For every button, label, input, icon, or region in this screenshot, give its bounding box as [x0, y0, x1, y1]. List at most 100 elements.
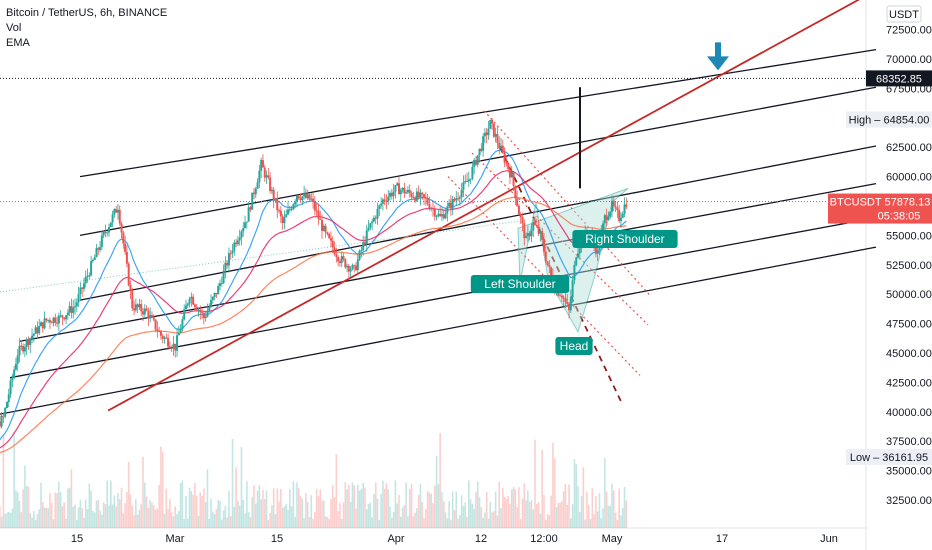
candle-body[interactable]	[401, 187, 404, 191]
candle-body[interactable]	[399, 190, 402, 195]
candle-body[interactable]	[217, 285, 220, 295]
candle-body[interactable]	[290, 208, 293, 210]
candle-body[interactable]	[328, 233, 331, 239]
candle-body[interactable]	[174, 343, 177, 351]
candle-body[interactable]	[607, 216, 610, 220]
candle-body[interactable]	[304, 193, 307, 198]
candle-body[interactable]	[356, 259, 359, 271]
candle-body[interactable]	[560, 296, 563, 298]
candle-body[interactable]	[108, 227, 111, 233]
candle-body[interactable]	[9, 380, 12, 395]
candle-body[interactable]	[270, 189, 273, 192]
candle-body[interactable]	[347, 265, 350, 272]
candle-body[interactable]	[0, 421, 1, 427]
candle-body[interactable]	[45, 318, 48, 321]
candle-body[interactable]	[77, 294, 80, 303]
candle-body[interactable]	[390, 192, 393, 197]
candle-body[interactable]	[165, 337, 168, 339]
candle-body[interactable]	[571, 280, 574, 298]
candle-body[interactable]	[163, 337, 166, 339]
candle-body[interactable]	[446, 206, 449, 214]
candle-body[interactable]	[279, 210, 282, 217]
candle-body[interactable]	[449, 202, 452, 209]
candle-body[interactable]	[433, 208, 436, 217]
candle-body[interactable]	[222, 270, 225, 284]
candle-body[interactable]	[192, 296, 195, 305]
candle-body[interactable]	[378, 205, 381, 209]
candle-body[interactable]	[351, 265, 354, 270]
candle-body[interactable]	[197, 309, 200, 311]
candle-body[interactable]	[603, 215, 606, 224]
candle-body[interactable]	[508, 169, 511, 178]
candle-body[interactable]	[5, 402, 8, 408]
candle-body[interactable]	[322, 225, 325, 231]
candle-body[interactable]	[360, 249, 363, 251]
candle-body[interactable]	[614, 206, 617, 208]
candle-body[interactable]	[474, 159, 477, 165]
candle-body[interactable]	[297, 195, 300, 199]
candle-body[interactable]	[4, 407, 7, 417]
candle-body[interactable]	[190, 296, 193, 299]
candle-body[interactable]	[7, 394, 10, 403]
candle-body[interactable]	[161, 335, 164, 339]
candle-body[interactable]	[535, 224, 538, 227]
candle-body[interactable]	[81, 287, 84, 289]
candle-body[interactable]	[367, 227, 370, 231]
candle-body[interactable]	[389, 192, 392, 197]
candle-body[interactable]	[97, 248, 100, 250]
candle-body[interactable]	[16, 355, 19, 364]
candle-body[interactable]	[99, 247, 102, 250]
candle-body[interactable]	[295, 195, 298, 202]
candle-body[interactable]	[149, 315, 152, 319]
candle-body[interactable]	[208, 306, 211, 311]
candle-body[interactable]	[159, 331, 162, 336]
candle-body[interactable]	[143, 308, 146, 315]
candle-body[interactable]	[439, 213, 442, 217]
candle-body[interactable]	[469, 178, 472, 180]
candle-body[interactable]	[539, 231, 542, 234]
candle-body[interactable]	[20, 345, 23, 347]
candle-body[interactable]	[317, 210, 320, 219]
candle-body[interactable]	[233, 242, 236, 251]
candle-body[interactable]	[179, 329, 182, 334]
candle-body[interactable]	[494, 134, 497, 137]
candle-body[interactable]	[176, 335, 179, 351]
candle-body[interactable]	[369, 223, 372, 228]
candle-body[interactable]	[498, 142, 501, 149]
candle-body[interactable]	[287, 209, 290, 215]
candle-body[interactable]	[596, 249, 599, 254]
candle-body[interactable]	[562, 297, 565, 299]
candle-body[interactable]	[63, 317, 66, 320]
candle-body[interactable]	[319, 218, 322, 220]
candle-body[interactable]	[392, 191, 395, 197]
candle-body[interactable]	[102, 231, 105, 236]
candle-body[interactable]	[611, 200, 613, 212]
candle-body[interactable]	[261, 160, 264, 168]
candle-body[interactable]	[421, 192, 424, 195]
candle-body[interactable]	[272, 189, 275, 201]
candle-body[interactable]	[503, 151, 506, 163]
candle-body[interactable]	[528, 233, 531, 237]
candle-body[interactable]	[405, 192, 408, 194]
candle-body[interactable]	[116, 209, 119, 213]
candle-body[interactable]	[372, 217, 375, 222]
candle-body[interactable]	[251, 192, 254, 210]
candle-body[interactable]	[84, 276, 87, 284]
candle-body[interactable]	[267, 175, 270, 178]
candle-body[interactable]	[18, 345, 21, 356]
candle-body[interactable]	[158, 331, 161, 333]
candle-body[interactable]	[50, 322, 53, 324]
candle-body[interactable]	[448, 202, 451, 207]
candle-body[interactable]	[206, 310, 209, 317]
candle-body[interactable]	[453, 198, 456, 201]
candle-body[interactable]	[138, 304, 141, 308]
candle-body[interactable]	[460, 189, 463, 198]
candle-body[interactable]	[616, 207, 619, 211]
candle-body[interactable]	[444, 213, 447, 219]
candle-body[interactable]	[56, 322, 59, 324]
candle-body[interactable]	[292, 204, 295, 209]
candle-body[interactable]	[324, 225, 327, 233]
candle-body[interactable]	[573, 264, 576, 281]
candle-body[interactable]	[455, 198, 458, 201]
candle-body[interactable]	[93, 257, 96, 260]
